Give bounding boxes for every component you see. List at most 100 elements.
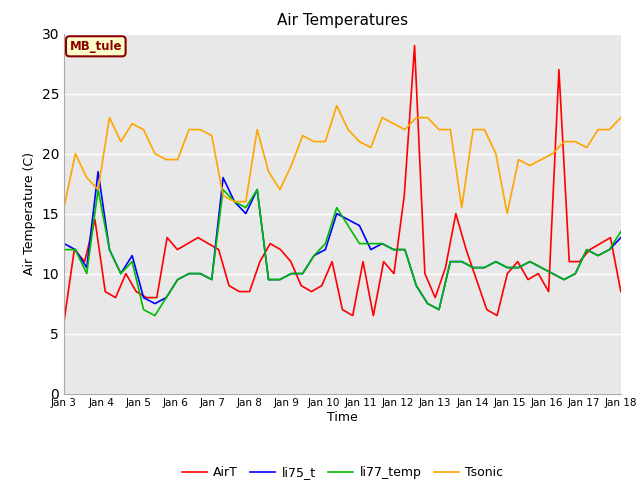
li77_temp [572, 271, 579, 276]
AirT [617, 288, 625, 294]
li75_t [321, 247, 329, 252]
Tsonic [310, 139, 318, 144]
li75_t [548, 271, 556, 276]
li75_t [287, 271, 295, 276]
li75_t [572, 271, 579, 276]
li75_t [367, 247, 374, 252]
li75_t [447, 259, 454, 264]
li75_t [503, 264, 511, 270]
li75_t [481, 264, 488, 270]
Tsonic [538, 156, 545, 162]
Tsonic [435, 127, 443, 132]
li77_temp [560, 276, 568, 282]
li75_t [412, 283, 420, 288]
Line: li77_temp: li77_temp [64, 190, 621, 316]
Tsonic [83, 175, 91, 180]
Tsonic [458, 204, 465, 210]
Tsonic [447, 127, 454, 132]
li77_temp [163, 295, 170, 300]
li77_temp [299, 271, 307, 276]
li77_temp [526, 259, 534, 264]
Tsonic [151, 151, 159, 156]
li75_t [583, 247, 591, 252]
li75_t [390, 247, 397, 252]
Tsonic [106, 115, 113, 120]
Tsonic [230, 199, 238, 204]
Tsonic [163, 156, 170, 162]
li75_t [378, 240, 386, 247]
Y-axis label: Air Temperature (C): Air Temperature (C) [23, 152, 36, 275]
Tsonic [129, 120, 136, 126]
li77_temp [60, 247, 68, 252]
li75_t [117, 271, 125, 276]
Tsonic [572, 139, 579, 144]
li75_t [356, 223, 364, 228]
li77_temp [344, 223, 352, 228]
Tsonic [174, 156, 182, 162]
li75_t [435, 307, 443, 312]
Tsonic [401, 127, 409, 132]
li75_t [242, 211, 250, 216]
Tsonic [367, 144, 374, 150]
Tsonic [72, 151, 79, 156]
li77_temp [367, 240, 374, 247]
Tsonic [560, 139, 568, 144]
li77_temp [594, 252, 602, 258]
li77_temp [230, 199, 238, 204]
Tsonic [492, 151, 500, 156]
li75_t [515, 264, 522, 270]
li77_temp [401, 247, 409, 252]
AirT [266, 240, 274, 247]
Tsonic [94, 187, 102, 192]
AirT [122, 271, 130, 276]
li77_temp [605, 247, 613, 252]
li75_t [140, 295, 147, 300]
li75_t [151, 300, 159, 306]
Tsonic [287, 163, 295, 168]
Tsonic [390, 120, 397, 126]
li77_temp [503, 264, 511, 270]
AirT [607, 235, 614, 240]
li77_temp [174, 276, 182, 282]
li75_t [265, 276, 273, 282]
li75_t [560, 276, 568, 282]
Tsonic [276, 187, 284, 192]
li77_temp [424, 300, 431, 306]
li75_t [594, 252, 602, 258]
li75_t [174, 276, 182, 282]
li77_temp [276, 276, 284, 282]
X-axis label: Time: Time [327, 411, 358, 424]
li75_t [253, 187, 261, 192]
Line: li75_t: li75_t [64, 171, 621, 310]
li77_temp [447, 259, 454, 264]
Tsonic [253, 127, 261, 132]
li75_t [469, 264, 477, 270]
Tsonic [60, 204, 68, 210]
li75_t [458, 259, 465, 264]
Tsonic [469, 127, 477, 132]
Tsonic [548, 151, 556, 156]
AirT [163, 235, 171, 240]
Tsonic [196, 127, 204, 132]
AirT [411, 43, 419, 48]
Tsonic [503, 211, 511, 216]
li77_temp [321, 240, 329, 247]
Tsonic [583, 144, 591, 150]
li75_t [196, 271, 204, 276]
li77_temp [481, 264, 488, 270]
li77_temp [378, 240, 386, 247]
AirT [194, 235, 202, 240]
Tsonic [515, 156, 522, 162]
li77_temp [538, 264, 545, 270]
li77_temp [151, 313, 159, 319]
Text: MB_tule: MB_tule [70, 40, 122, 53]
Tsonic [117, 139, 125, 144]
li75_t [401, 247, 409, 252]
Title: Air Temperatures: Air Temperatures [277, 13, 408, 28]
Tsonic [605, 127, 613, 132]
li77_temp [196, 271, 204, 276]
li75_t [424, 300, 431, 306]
li75_t [333, 211, 340, 216]
li75_t [230, 199, 238, 204]
li77_temp [548, 271, 556, 276]
